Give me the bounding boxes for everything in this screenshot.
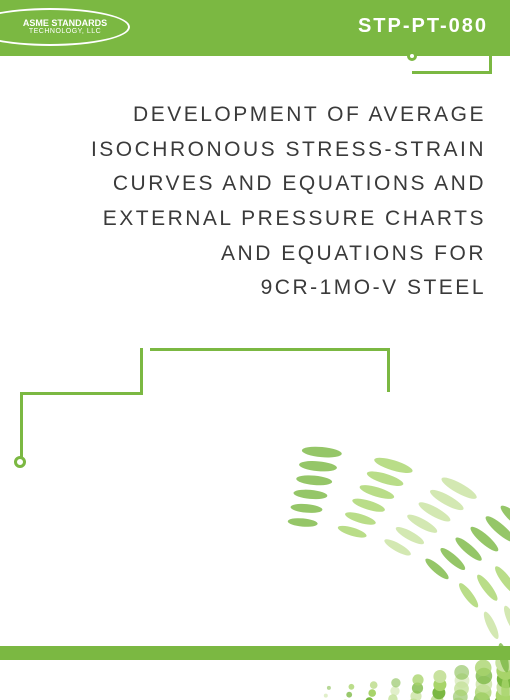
- title-line-1: DEVELOPMENT OF AVERAGE: [24, 98, 486, 133]
- title-line-5: AND EQUATIONS FOR: [24, 237, 486, 272]
- decor-line: [20, 392, 140, 395]
- logo-line2: TECHNOLOGY, LLC: [29, 28, 101, 35]
- header-corner-line: [412, 56, 492, 74]
- logo-line1: ASME STANDARDS: [23, 19, 107, 28]
- footer-bar: [0, 646, 510, 660]
- header-dot-icon: [407, 51, 417, 61]
- decor-line: [150, 348, 390, 351]
- decor-dot-icon: [14, 456, 26, 468]
- header-bar: ASME STANDARDS TECHNOLOGY, LLC STP-PT-08…: [0, 0, 510, 56]
- logo-ellipse: ASME STANDARDS TECHNOLOGY, LLC: [0, 8, 130, 46]
- title-line-6: 9CR-1MO-V STEEL: [24, 271, 486, 306]
- title-block: DEVELOPMENT OF AVERAGE ISOCHRONOUS STRES…: [24, 98, 486, 306]
- decor-line: [387, 348, 390, 392]
- decor-line: [20, 392, 23, 462]
- title-line-2: ISOCHRONOUS STRESS-STRAIN: [24, 133, 486, 168]
- decor-line: [140, 348, 143, 395]
- title-line-3: CURVES AND EQUATIONS AND: [24, 167, 486, 202]
- title-line-4: EXTERNAL PRESSURE CHARTS: [24, 202, 486, 237]
- document-code: STP-PT-080: [358, 15, 488, 38]
